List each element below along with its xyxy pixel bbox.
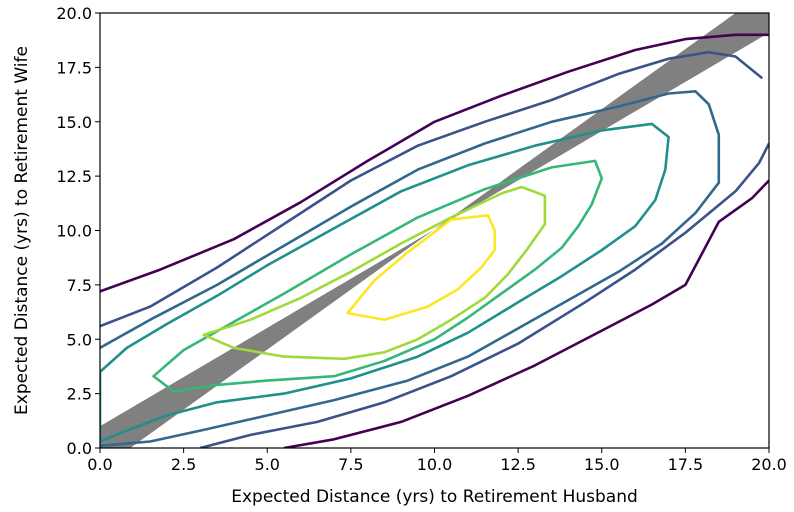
y-tick-label: 10.0: [56, 222, 92, 241]
contour-line-3: [100, 50, 764, 328]
y-tick-label: 17.5: [56, 58, 92, 77]
y-tick-label: 2.5: [67, 385, 92, 404]
contour-line-4: [199, 142, 769, 448]
x-axis-ticks: 0.0 2.5 5.0 7.5 10.0 12.5 15.0 17.5 20.0: [87, 448, 787, 474]
x-tick-label: 17.5: [668, 455, 704, 474]
contour-line-2: [283, 179, 769, 448]
x-tick-label: 12.5: [500, 455, 536, 474]
x-axis-label: Expected Distance (yrs) to Retirement Hu…: [231, 487, 638, 507]
plot-frame: [99, 12, 770, 449]
x-tick-label: 2.5: [171, 455, 196, 474]
contour-line-6: [100, 122, 670, 443]
y-axis-label: Expected Distance (yrs) to Retirement Wi…: [12, 46, 32, 415]
x-tick-label: 5.0: [255, 455, 280, 474]
y-axis-ticks: 0.0 2.5 5.0 7.5 10.0 12.5 15.0 17.5 20.0: [56, 4, 100, 458]
contour-line-8: [202, 185, 547, 361]
contour-line-7: [152, 159, 604, 393]
x-tick-label: 7.5: [338, 455, 363, 474]
y-tick-label: 15.0: [56, 113, 92, 132]
y-tick-label: 20.0: [56, 4, 92, 23]
diagonal-band: [100, 13, 769, 448]
contour-line-1: [100, 33, 769, 293]
contour-line-5: [100, 90, 721, 448]
y-tick-label: 0.0: [67, 439, 92, 458]
y-tick-label: 7.5: [67, 276, 92, 295]
x-tick-label: 15.0: [584, 455, 620, 474]
plot-area: [100, 13, 769, 448]
x-tick-label: 10.0: [417, 455, 453, 474]
y-tick-label: 12.5: [56, 167, 92, 186]
y-tick-label: 5.0: [67, 330, 92, 349]
contour-line-9: [346, 214, 497, 322]
x-tick-label: 20.0: [751, 455, 787, 474]
x-tick-label: 0.0: [87, 455, 112, 474]
